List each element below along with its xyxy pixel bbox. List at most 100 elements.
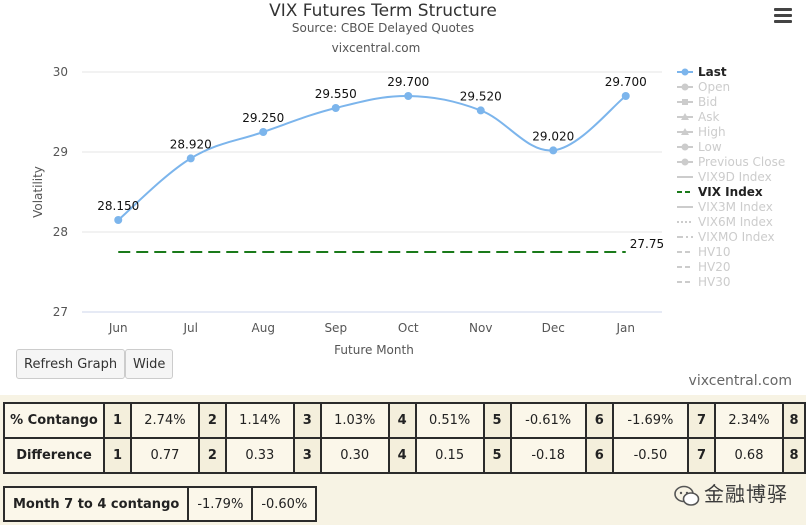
value-cell: -0.18 bbox=[509, 437, 587, 474]
vix-index-label: 27.75 bbox=[630, 237, 664, 251]
legend-marker bbox=[681, 158, 689, 166]
value-cell: -0.50 bbox=[611, 437, 690, 474]
month-index-cell: 5 bbox=[482, 402, 512, 439]
legend-label: HV10 bbox=[698, 245, 731, 259]
value-cell: 0.30 bbox=[319, 437, 390, 474]
data-label: 29.550 bbox=[315, 87, 357, 101]
last-point bbox=[186, 154, 195, 163]
data-label: 29.700 bbox=[605, 75, 647, 89]
legend-item[interactable]: Ask bbox=[677, 110, 719, 124]
legend-item[interactable]: Open bbox=[677, 80, 730, 94]
legend-item[interactable]: Last bbox=[677, 65, 727, 79]
legend-item[interactable]: HV30 bbox=[677, 275, 731, 289]
y-tick-label: 30 bbox=[53, 65, 68, 79]
legend-item[interactable]: VIX Index bbox=[677, 185, 763, 199]
footer-credit-link[interactable]: vixcentral.com bbox=[688, 373, 792, 389]
legend-marker bbox=[681, 143, 689, 151]
legend-item[interactable]: High bbox=[677, 125, 726, 139]
legend-label: VIXMO Index bbox=[698, 230, 775, 244]
value-cell: 2.74% bbox=[130, 402, 200, 439]
value-cell: -0.61% bbox=[509, 402, 587, 439]
row-label: % Contango bbox=[3, 402, 105, 439]
data-label: 28.920 bbox=[170, 137, 212, 151]
refresh-graph-button[interactable]: Refresh Graph bbox=[16, 349, 126, 379]
last-point bbox=[259, 128, 268, 136]
legend-label: VIX Index bbox=[698, 185, 763, 199]
legend-item[interactable]: Previous Close bbox=[677, 155, 785, 169]
legend-label: HV20 bbox=[698, 260, 731, 274]
footer-credit: vixcentral.com bbox=[689, 373, 792, 389]
month-index-cell: 7 bbox=[687, 437, 717, 474]
value-cell: 0.51% bbox=[414, 402, 485, 439]
legend-marker bbox=[682, 99, 688, 105]
month-7-to-4-table: Month 7 to 4 contango -1.79% -0.60% bbox=[2, 486, 318, 522]
data-label: 29.520 bbox=[460, 89, 502, 103]
x-tick-label: Oct bbox=[398, 321, 419, 335]
legend-item[interactable]: HV20 bbox=[677, 260, 731, 274]
month-index-cell: 7 bbox=[687, 402, 717, 439]
x-tick-label: Nov bbox=[469, 321, 492, 335]
value-cell: 0.68 bbox=[714, 437, 784, 474]
chart-menu-icon[interactable] bbox=[774, 8, 792, 23]
chart-panel: VIX Futures Term Structure Source: CBOE D… bbox=[16, 1, 792, 389]
legend-label: Bid bbox=[698, 95, 717, 109]
data-label: 28.150 bbox=[97, 199, 139, 213]
month-index-cell: 2 bbox=[197, 402, 227, 439]
y-axis-title: Volatility bbox=[31, 166, 45, 218]
legend-label: Last bbox=[698, 65, 727, 79]
chart-subtitle: Source: CBOE Delayed Quotes bbox=[292, 21, 474, 35]
legend-item[interactable]: VIX3M Index bbox=[677, 200, 773, 214]
table-row: Month 7 to 4 contango -1.79% -0.60% bbox=[2, 486, 318, 522]
row-label: Difference bbox=[3, 437, 105, 474]
x-tick-label: Sep bbox=[324, 321, 347, 335]
x-tick-label: Jun bbox=[108, 321, 128, 335]
legend-item[interactable]: Low bbox=[677, 140, 722, 154]
legend-item[interactable]: Bid bbox=[677, 95, 717, 109]
y-tick-label: 29 bbox=[53, 145, 68, 159]
watermark: 金融博驿 bbox=[674, 478, 788, 507]
last-point bbox=[549, 146, 558, 155]
legend-label: VIX9D Index bbox=[698, 170, 772, 184]
month-index-cell: 8 bbox=[782, 402, 806, 439]
value-cell: 0.15 bbox=[414, 437, 485, 474]
legend-label: Open bbox=[698, 80, 730, 94]
value-cell: 0.77 bbox=[130, 437, 200, 474]
table-row: Difference 1 0.77 2 0.33 3 0.30 4 0.15 5 -0.18 6 -0.… bbox=[3, 437, 806, 474]
value-cell: 1.03% bbox=[319, 402, 390, 439]
month74-label: Month 7 to 4 contango bbox=[2, 486, 190, 522]
wide-button[interactable]: Wide bbox=[125, 349, 174, 379]
legend-label: VIX6M Index bbox=[698, 215, 773, 229]
legend-label: Low bbox=[698, 140, 722, 154]
month-index-cell: 3 bbox=[292, 402, 322, 439]
x-tick-label: Dec bbox=[542, 321, 565, 335]
month-index-cell: 4 bbox=[387, 437, 417, 474]
legend-item[interactable]: VIX6M Index bbox=[677, 215, 773, 229]
y-tick-label: 27 bbox=[53, 305, 68, 319]
data-label: 29.020 bbox=[532, 129, 574, 143]
table-row: % Contango 1 2.74% 2 1.14% 3 1.03% 4 0.51% 5 -0.61… bbox=[3, 402, 806, 439]
month74-value-2: -0.60% bbox=[251, 486, 318, 522]
legend-item[interactable]: VIXMO Index bbox=[677, 230, 775, 244]
watermark-text: 金融博驿 bbox=[704, 482, 788, 506]
legend-item[interactable]: VIX9D Index bbox=[677, 170, 772, 184]
month-index-cell: 6 bbox=[584, 402, 614, 439]
data-label: 29.700 bbox=[387, 75, 429, 89]
month-index-cell: 2 bbox=[197, 437, 227, 474]
month-index-cell: 1 bbox=[103, 402, 132, 439]
month-index-cell: 1 bbox=[103, 437, 132, 474]
legend-label: High bbox=[698, 125, 726, 139]
x-tick-label: Jan bbox=[616, 321, 636, 335]
legend-label: Ask bbox=[698, 110, 719, 124]
legend-item[interactable]: HV10 bbox=[677, 245, 731, 259]
contango-table: % Contango 1 2.74% 2 1.14% 3 1.03% 4 0.51% 5 -0.61… bbox=[3, 402, 806, 474]
legend-label: Previous Close bbox=[698, 155, 785, 169]
legend-marker bbox=[681, 83, 689, 91]
month-index-cell: 5 bbox=[482, 437, 512, 474]
y-tick-label: 28 bbox=[53, 225, 68, 239]
month-index-cell: 6 bbox=[584, 437, 614, 474]
legend-marker bbox=[681, 68, 689, 76]
month74-value-1: -1.79% bbox=[187, 486, 254, 522]
last-point bbox=[331, 104, 340, 112]
data-label: 29.250 bbox=[242, 111, 284, 125]
